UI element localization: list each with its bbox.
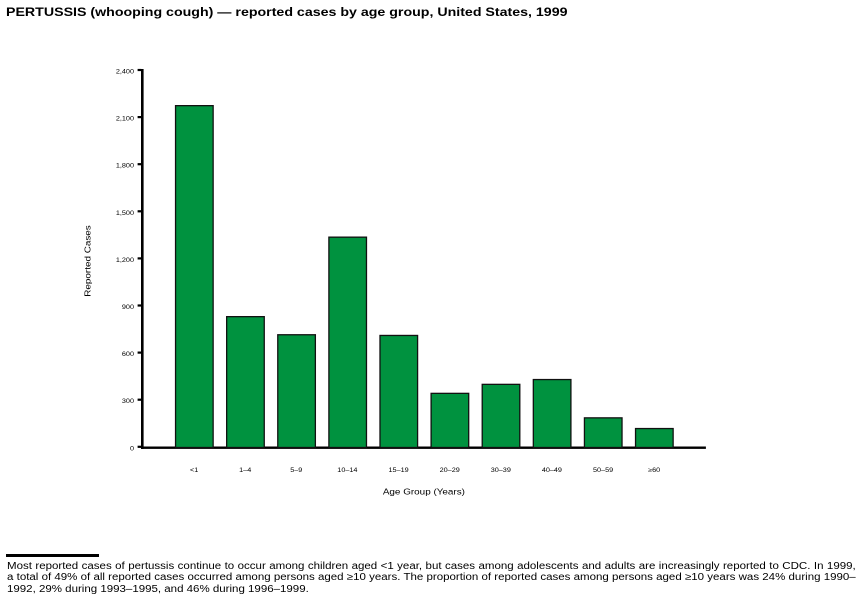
svg-text:1–4: 1–4 bbox=[239, 467, 251, 473]
svg-text:40–49: 40–49 bbox=[542, 467, 562, 473]
svg-text:1,800: 1,800 bbox=[116, 163, 134, 169]
svg-text:30–39: 30–39 bbox=[491, 467, 511, 473]
svg-text:Reported Cases: Reported Cases bbox=[83, 225, 92, 297]
svg-text:20–29: 20–29 bbox=[440, 467, 460, 473]
svg-text:900: 900 bbox=[122, 304, 134, 310]
svg-text:0: 0 bbox=[130, 446, 134, 452]
svg-text:1,200: 1,200 bbox=[116, 257, 134, 263]
svg-text:5–9: 5–9 bbox=[290, 467, 302, 473]
svg-text:2,400: 2,400 bbox=[116, 69, 134, 75]
svg-text:300: 300 bbox=[122, 399, 134, 405]
svg-text:2,100: 2,100 bbox=[116, 116, 134, 122]
svg-text:10–14: 10–14 bbox=[337, 467, 357, 473]
svg-text:Age Group (Years): Age Group (Years) bbox=[383, 487, 465, 496]
svg-text:<1: <1 bbox=[190, 467, 199, 473]
svg-text:1,500: 1,500 bbox=[116, 210, 134, 216]
svg-text:600: 600 bbox=[122, 352, 134, 358]
svg-text:15–19: 15–19 bbox=[389, 467, 409, 473]
svg-text:≥60: ≥60 bbox=[648, 467, 660, 473]
svg-text:50–59: 50–59 bbox=[593, 467, 613, 473]
